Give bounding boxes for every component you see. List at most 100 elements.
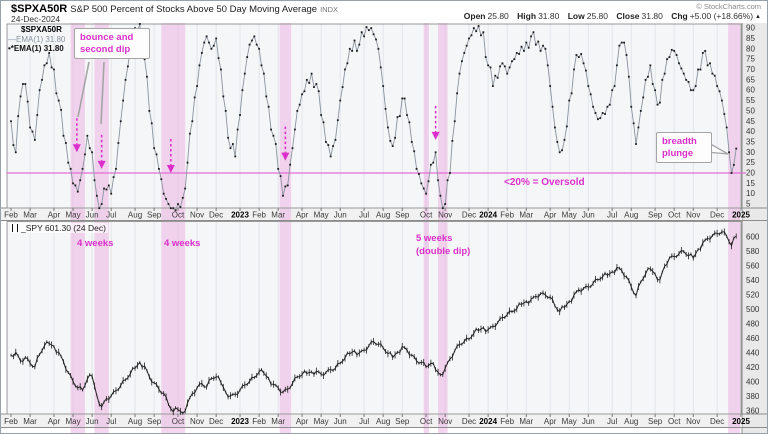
svg-text:420: 420 bbox=[746, 363, 760, 372]
svg-text:Sep: Sep bbox=[147, 211, 162, 220]
annotation-oversold-threshold: <20% = Oversold bbox=[504, 177, 585, 188]
svg-text:2024: 2024 bbox=[479, 211, 497, 220]
svg-text:40: 40 bbox=[746, 127, 755, 136]
legend-ema2: •*EMA(1) 31.80 bbox=[8, 44, 65, 54]
svg-text:Jul: Jul bbox=[607, 211, 617, 220]
svg-text:Apr: Apr bbox=[296, 417, 309, 426]
svg-text:540: 540 bbox=[746, 276, 760, 285]
svg-text:Mar: Mar bbox=[271, 211, 285, 220]
svg-text:Feb: Feb bbox=[4, 417, 18, 426]
spy-price-label: _SPY 601.30 (24 Dec) bbox=[10, 223, 108, 233]
svg-text:Aug: Aug bbox=[624, 417, 638, 426]
svg-text:15: 15 bbox=[746, 179, 755, 188]
svg-text:50: 50 bbox=[746, 106, 755, 115]
svg-text:Aug: Aug bbox=[128, 417, 142, 426]
annotation-4-weeks-1: 4 weeks bbox=[77, 238, 113, 249]
svg-text:Jun: Jun bbox=[582, 211, 595, 220]
svg-text:Sep: Sep bbox=[147, 417, 162, 426]
svg-text:Sep: Sep bbox=[648, 417, 663, 426]
up-triangle-icon: ▲ bbox=[755, 14, 761, 20]
svg-text:Oct: Oct bbox=[420, 211, 433, 220]
open-value: 25.80 bbox=[488, 11, 509, 21]
svg-text:Apr: Apr bbox=[544, 417, 557, 426]
svg-text:30: 30 bbox=[746, 148, 755, 157]
high-value: 31.80 bbox=[538, 11, 559, 21]
exchange-tag: INDX bbox=[320, 5, 338, 14]
svg-text:2023: 2023 bbox=[231, 211, 249, 220]
quote-line: Open25.80 High31.80 Low25.80 Close31.80 … bbox=[458, 11, 761, 21]
svg-text:Nov: Nov bbox=[190, 417, 204, 426]
svg-text:Nov: Nov bbox=[438, 211, 452, 220]
svg-text:Jun: Jun bbox=[582, 417, 595, 426]
svg-text:Jul: Jul bbox=[607, 417, 617, 426]
svg-text:580: 580 bbox=[746, 247, 760, 256]
stockcharts-panel: $SPXA50RS&P 500 Percent of Stocks Above … bbox=[0, 0, 768, 434]
svg-text:70: 70 bbox=[746, 65, 755, 74]
svg-text:Nov: Nov bbox=[438, 417, 452, 426]
svg-text:Mar: Mar bbox=[519, 211, 533, 220]
svg-text:Jul: Jul bbox=[359, 417, 369, 426]
annotation-4-weeks-2: 4 weeks bbox=[164, 238, 200, 249]
chart-date: 24-Dec-2024 bbox=[11, 14, 60, 24]
svg-text:80: 80 bbox=[746, 44, 755, 53]
svg-text:Jul: Jul bbox=[106, 211, 116, 220]
annotation-5-weeks-double-dip: 5 weeks (double dip) bbox=[416, 233, 486, 258]
svg-text:May: May bbox=[65, 211, 80, 220]
svg-text:Aug: Aug bbox=[128, 211, 142, 220]
svg-text:85: 85 bbox=[746, 34, 755, 43]
svg-text:Nov: Nov bbox=[686, 211, 700, 220]
chg-label: Chg bbox=[671, 11, 688, 21]
svg-text:380: 380 bbox=[746, 392, 760, 401]
svg-text:Dec: Dec bbox=[710, 211, 724, 220]
svg-text:Apr: Apr bbox=[296, 211, 309, 220]
chart-legend: $SPXA50R —EMA(1) 31.80 •*EMA(1) 31.80 bbox=[8, 25, 65, 54]
svg-text:Feb: Feb bbox=[4, 211, 18, 220]
svg-text:Jul: Jul bbox=[359, 211, 369, 220]
svg-text:Jun: Jun bbox=[86, 417, 99, 426]
svg-text:460: 460 bbox=[746, 334, 760, 343]
svg-text:60: 60 bbox=[746, 86, 755, 95]
svg-text:Oct: Oct bbox=[172, 211, 185, 220]
svg-text:35: 35 bbox=[746, 137, 755, 146]
svg-text:Oct: Oct bbox=[668, 417, 681, 426]
svg-text:Nov: Nov bbox=[190, 211, 204, 220]
svg-text:Sep: Sep bbox=[395, 211, 410, 220]
low-value: 25.80 bbox=[587, 11, 608, 21]
svg-text:Mar: Mar bbox=[23, 417, 37, 426]
svg-text:Mar: Mar bbox=[271, 417, 285, 426]
chart-title: S&P 500 Percent of Stocks Above 50 Day M… bbox=[70, 4, 317, 15]
svg-text:25: 25 bbox=[746, 158, 755, 167]
svg-text:600: 600 bbox=[746, 233, 760, 242]
svg-text:Dec: Dec bbox=[462, 417, 476, 426]
spy-price-chart: FebMarAprMayJunJulAugSepOctNovDec2023Feb… bbox=[1, 221, 768, 434]
svg-text:May: May bbox=[562, 417, 577, 426]
svg-text:Oct: Oct bbox=[668, 211, 681, 220]
svg-text:2025: 2025 bbox=[732, 211, 750, 220]
svg-text:Mar: Mar bbox=[519, 417, 533, 426]
svg-text:Apr: Apr bbox=[544, 211, 557, 220]
low-label: Low bbox=[568, 11, 585, 21]
svg-text:480: 480 bbox=[746, 320, 760, 329]
svg-text:Dec: Dec bbox=[209, 417, 223, 426]
svg-text:Jun: Jun bbox=[334, 417, 347, 426]
svg-text:5: 5 bbox=[746, 200, 751, 209]
svg-text:Sep: Sep bbox=[648, 211, 663, 220]
open-label: Open bbox=[464, 11, 486, 21]
svg-text:Feb: Feb bbox=[252, 211, 266, 220]
svg-text:Jun: Jun bbox=[334, 211, 347, 220]
svg-text:Dec: Dec bbox=[462, 211, 476, 220]
svg-text:2023: 2023 bbox=[231, 417, 249, 426]
annotation-5-weeks-line1: 5 weeks bbox=[416, 233, 486, 246]
svg-text:Jul: Jul bbox=[106, 417, 116, 426]
svg-text:400: 400 bbox=[746, 378, 760, 387]
svg-text:10: 10 bbox=[746, 189, 755, 198]
annotation-5-weeks-line2: (double dip) bbox=[416, 246, 486, 259]
svg-text:Aug: Aug bbox=[376, 417, 390, 426]
svg-text:20: 20 bbox=[746, 169, 755, 178]
copyright-label: © StockCharts.com bbox=[696, 2, 761, 11]
svg-text:Feb: Feb bbox=[252, 417, 266, 426]
price-bars-icon bbox=[12, 224, 18, 232]
svg-text:May: May bbox=[314, 211, 329, 220]
svg-text:Feb: Feb bbox=[500, 211, 514, 220]
svg-text:Sep: Sep bbox=[395, 417, 410, 426]
